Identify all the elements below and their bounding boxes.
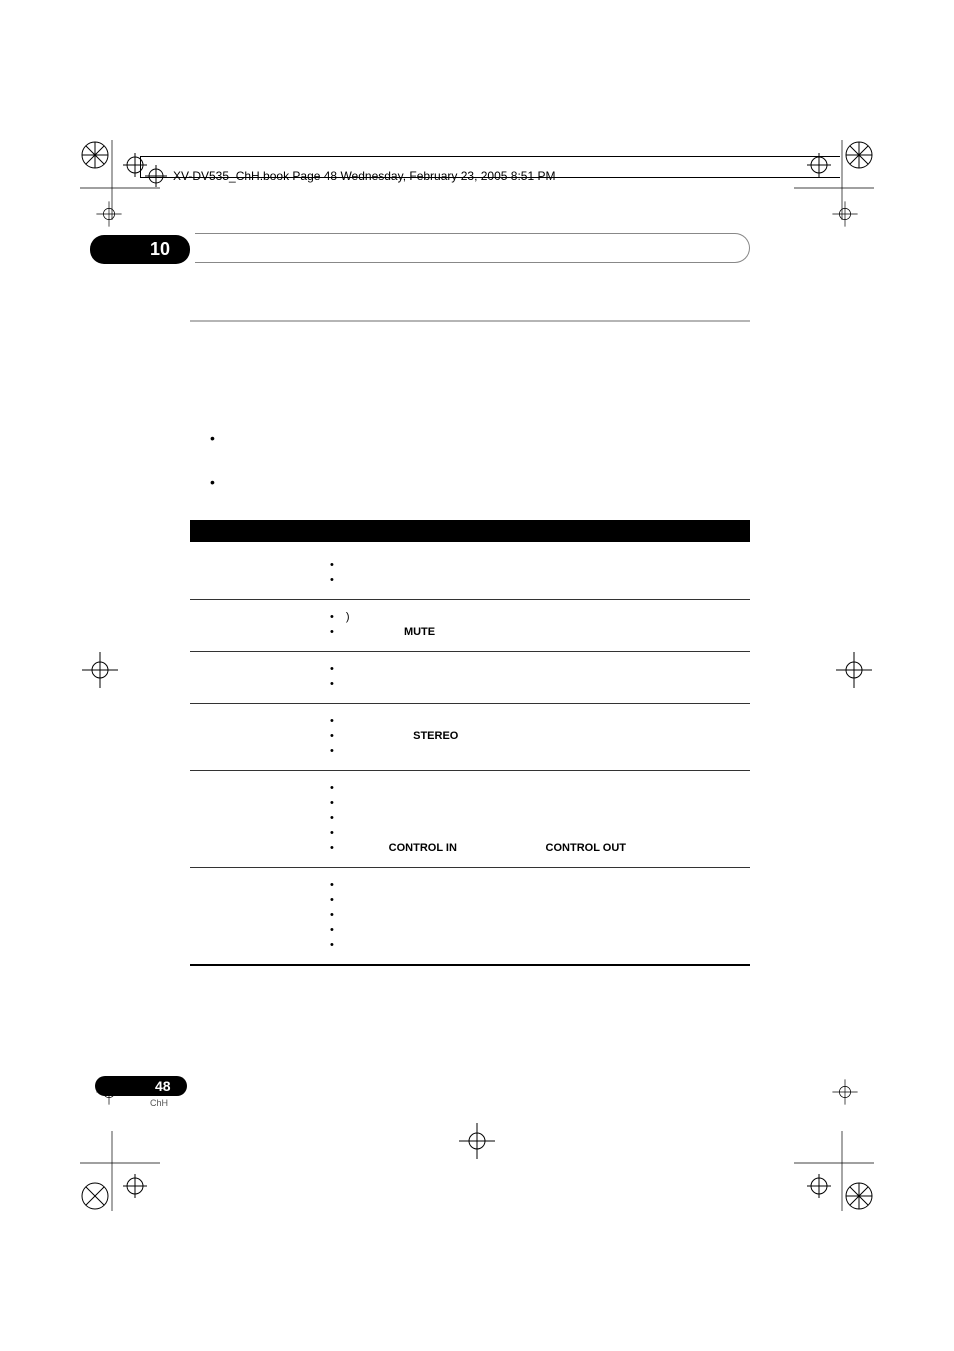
bullet-item [210, 430, 750, 446]
table-row-item [330, 894, 750, 906]
table-row-item [330, 745, 750, 757]
table-row-item [330, 827, 750, 839]
registration-mark-left [80, 650, 120, 695]
page-sub-label: ChH [150, 1098, 168, 1108]
corner-ornament-bottom-right [794, 1131, 874, 1211]
table-row [190, 652, 750, 704]
registration-mark-lower-right [831, 1078, 859, 1111]
table-row: STEREO [190, 704, 750, 771]
table-row-item: ) [330, 611, 750, 623]
table-row-item: MUTE [330, 626, 750, 638]
header-frame [140, 156, 840, 178]
corner-ornament-bottom-left [80, 1131, 160, 1211]
table-row-item [330, 782, 750, 794]
table-row-item [330, 574, 750, 586]
table-row-item: STEREO [330, 730, 750, 742]
table-row-item [330, 812, 750, 824]
content-area: ) MUTE STEREO CONTROL IN CONTROL OUT [190, 330, 750, 966]
chapter-title-frame [195, 233, 750, 263]
intro-bullets [210, 430, 750, 490]
page-root: XV-DV535_ChH.book Page 48 Wednesday, Feb… [0, 0, 954, 1351]
table-row [190, 548, 750, 600]
bullet-item [210, 474, 750, 490]
table-row-item [330, 715, 750, 727]
chapter-number-badge: 10 [90, 235, 190, 264]
table-row: ) MUTE [190, 600, 750, 652]
horizontal-rule [190, 320, 750, 322]
registration-mark-bottom [457, 1121, 497, 1166]
page-number-badge: 48 [95, 1076, 187, 1096]
registration-mark-right [834, 650, 874, 695]
table-row-item [330, 663, 750, 675]
troubleshooting-table: ) MUTE STEREO CONTROL IN CONTROL OUT [190, 548, 750, 966]
table-row-item [330, 939, 750, 951]
table-row: CONTROL IN CONTROL OUT [190, 771, 750, 868]
table-row-item [330, 909, 750, 921]
table-header-bar [190, 520, 750, 542]
registration-mark-upper-left [95, 200, 123, 233]
table-row-item [330, 559, 750, 571]
table-row-item [330, 678, 750, 690]
table-row-item [330, 879, 750, 891]
table-row-item [330, 797, 750, 809]
table-row [190, 868, 750, 966]
table-row-item [330, 924, 750, 936]
table-row-item: CONTROL IN CONTROL OUT [330, 842, 750, 854]
registration-mark-upper-right [831, 200, 859, 233]
